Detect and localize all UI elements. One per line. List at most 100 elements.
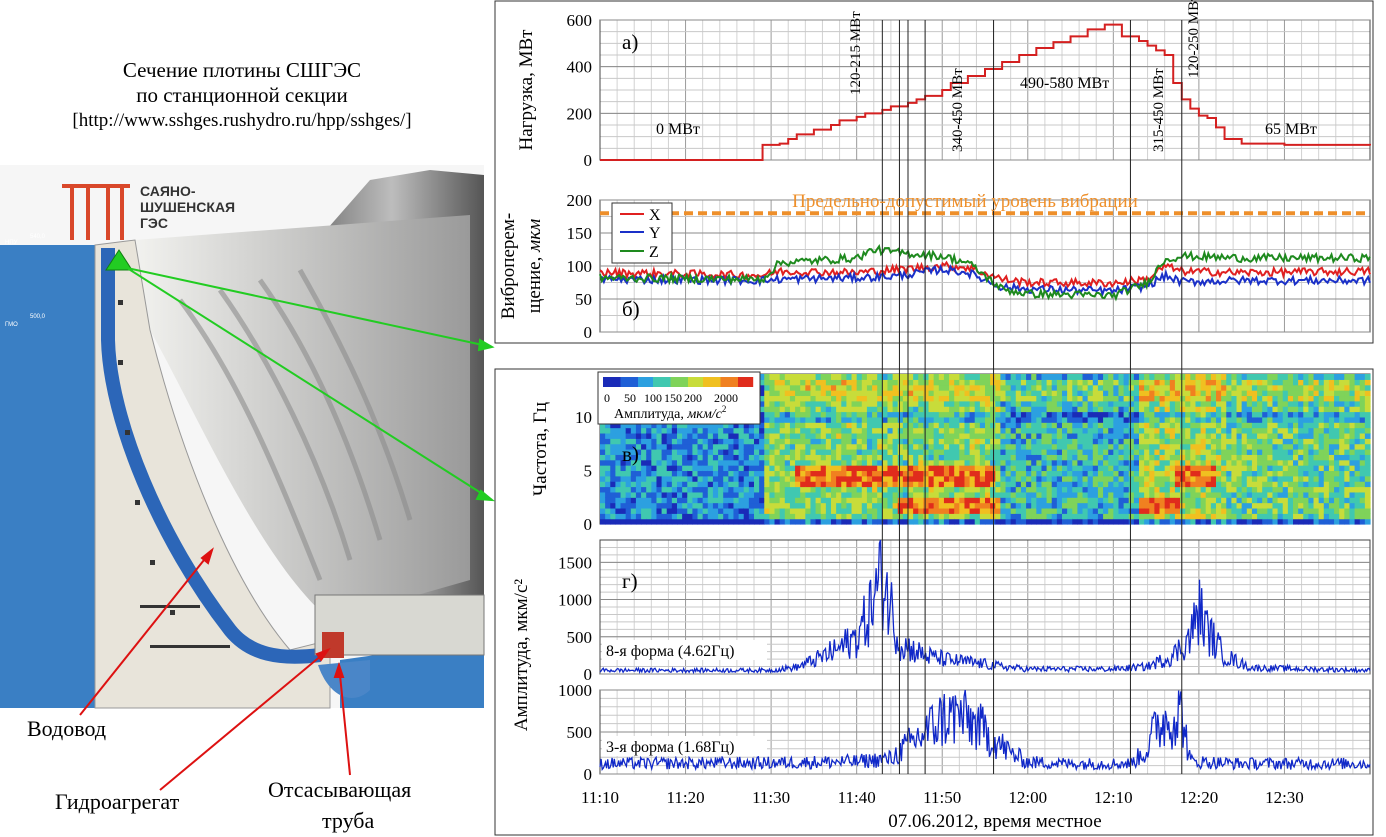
heatmap-cell xyxy=(1067,390,1073,397)
heatmap-cell xyxy=(1036,491,1043,498)
heatmap-cell xyxy=(1041,502,1048,509)
heatmap-cell xyxy=(743,459,750,466)
heatmap-cell xyxy=(1051,507,1058,514)
heatmap-cell xyxy=(1354,390,1361,397)
heatmap-cell xyxy=(630,432,637,439)
heatmap-cell xyxy=(1277,491,1284,498)
heatmap-cell xyxy=(918,470,924,477)
heatmap-cell xyxy=(600,513,606,520)
heatmap-cell xyxy=(733,459,740,466)
heatmap-cell xyxy=(1087,491,1094,498)
heatmap-cell xyxy=(1015,507,1022,514)
heatmap-cell xyxy=(990,379,996,386)
heatmap-cell xyxy=(1154,427,1161,434)
heatmap-cell xyxy=(1308,374,1315,380)
heatmap-cell xyxy=(820,384,827,391)
heatmap-cell xyxy=(1200,384,1207,391)
heatmap-cell xyxy=(1293,390,1299,397)
heatmap-cell xyxy=(1277,486,1284,493)
heatmap-cell xyxy=(1072,465,1078,472)
heatmap-cell xyxy=(1118,497,1125,504)
heatmap-cell xyxy=(1169,438,1176,445)
heatmap-cell xyxy=(620,443,627,450)
heatmap-cell xyxy=(707,475,714,482)
heatmap-cell xyxy=(733,432,740,439)
heatmap-cell xyxy=(789,400,796,407)
heatmap-cell xyxy=(759,432,765,439)
heatmap-cell xyxy=(856,470,863,477)
heatmap-cell xyxy=(1293,432,1299,439)
heatmap-cell xyxy=(831,459,837,466)
heatmap-cell xyxy=(625,443,632,450)
heatmap-cell xyxy=(1041,507,1048,514)
heatmap-cell xyxy=(902,400,909,407)
heatmap-cell xyxy=(789,374,796,380)
heatmap-cell xyxy=(1092,379,1099,386)
heatmap-cell xyxy=(1277,449,1284,455)
heatmap-cell xyxy=(1318,374,1325,380)
heatmap-cell xyxy=(620,465,627,472)
heatmap-cell xyxy=(1082,470,1089,477)
heatmap-cell xyxy=(1056,432,1063,439)
heatmap-cell xyxy=(1159,384,1166,391)
heatmap-cell xyxy=(779,459,786,466)
heatmap-cell xyxy=(1195,390,1202,397)
heatmap-cell xyxy=(1087,497,1094,504)
heatmap-cell xyxy=(1108,390,1114,397)
heatmap-cell xyxy=(1236,491,1243,498)
heatmap-cell xyxy=(692,518,699,525)
heatmap-cell xyxy=(1185,400,1191,407)
heatmap-cell xyxy=(1082,459,1089,466)
heatmap-cell xyxy=(1026,416,1032,423)
heatmap-cell xyxy=(933,513,940,520)
heatmap-cell xyxy=(1277,507,1284,514)
heatmap-cell xyxy=(1015,470,1022,477)
heatmap-cell xyxy=(1005,459,1012,466)
heatmap-cell xyxy=(733,502,740,509)
heatmap-cell xyxy=(1046,459,1053,466)
heatmap-cell xyxy=(651,432,658,439)
heatmap-cell xyxy=(620,422,627,429)
heatmap-cell xyxy=(1159,438,1166,445)
heatmap-cell xyxy=(1031,374,1037,380)
heatmap-cell xyxy=(1005,454,1012,461)
heatmap-cell xyxy=(974,470,981,477)
heatmap-cell xyxy=(1092,416,1099,423)
heatmap-cell xyxy=(1349,416,1356,423)
heatmap-cell xyxy=(1185,384,1191,391)
heatmap-cell xyxy=(687,497,693,504)
heatmap-cell xyxy=(1282,449,1289,455)
heatmap-cell xyxy=(697,475,704,482)
heatmap-cell xyxy=(1103,481,1109,488)
heatmap-cell xyxy=(1082,443,1089,450)
heatmap-cell xyxy=(1067,379,1073,386)
heatmap-cell xyxy=(866,411,873,418)
heatmap-cell xyxy=(990,432,996,439)
heatmap-cell xyxy=(815,384,822,391)
heatmap-cell xyxy=(1339,422,1345,429)
heatmap-cell xyxy=(605,449,611,455)
heatmap-cell xyxy=(949,406,955,413)
heatmap-cell xyxy=(707,422,714,429)
dam-title-block: Сечение плотины СШГЭС по станционной сек… xyxy=(0,58,484,133)
heatmap-cell xyxy=(949,449,955,455)
dam-galleries xyxy=(118,300,230,648)
heatmap-cell xyxy=(908,497,914,504)
heatmap-cell xyxy=(1092,459,1099,466)
heatmap-cell xyxy=(897,416,904,423)
heatmap-cell xyxy=(995,411,1001,418)
heatmap-cell xyxy=(1000,438,1007,445)
heatmap-cell xyxy=(1128,507,1135,514)
heatmap-cell xyxy=(764,374,770,380)
heatmap-cell xyxy=(1077,465,1084,472)
heatmap-cell xyxy=(1272,518,1279,525)
heatmap-cell xyxy=(954,475,960,482)
heatmap-cell xyxy=(938,486,945,493)
heatmap-cell xyxy=(1128,432,1135,439)
heatmap-cell xyxy=(1010,443,1017,450)
heatmap-cell xyxy=(1195,481,1202,488)
heatmap-cell xyxy=(1349,486,1356,493)
heatmap-cell xyxy=(1200,400,1207,407)
heatmap-cell xyxy=(1046,491,1053,498)
heatmap-cell xyxy=(1082,422,1089,429)
